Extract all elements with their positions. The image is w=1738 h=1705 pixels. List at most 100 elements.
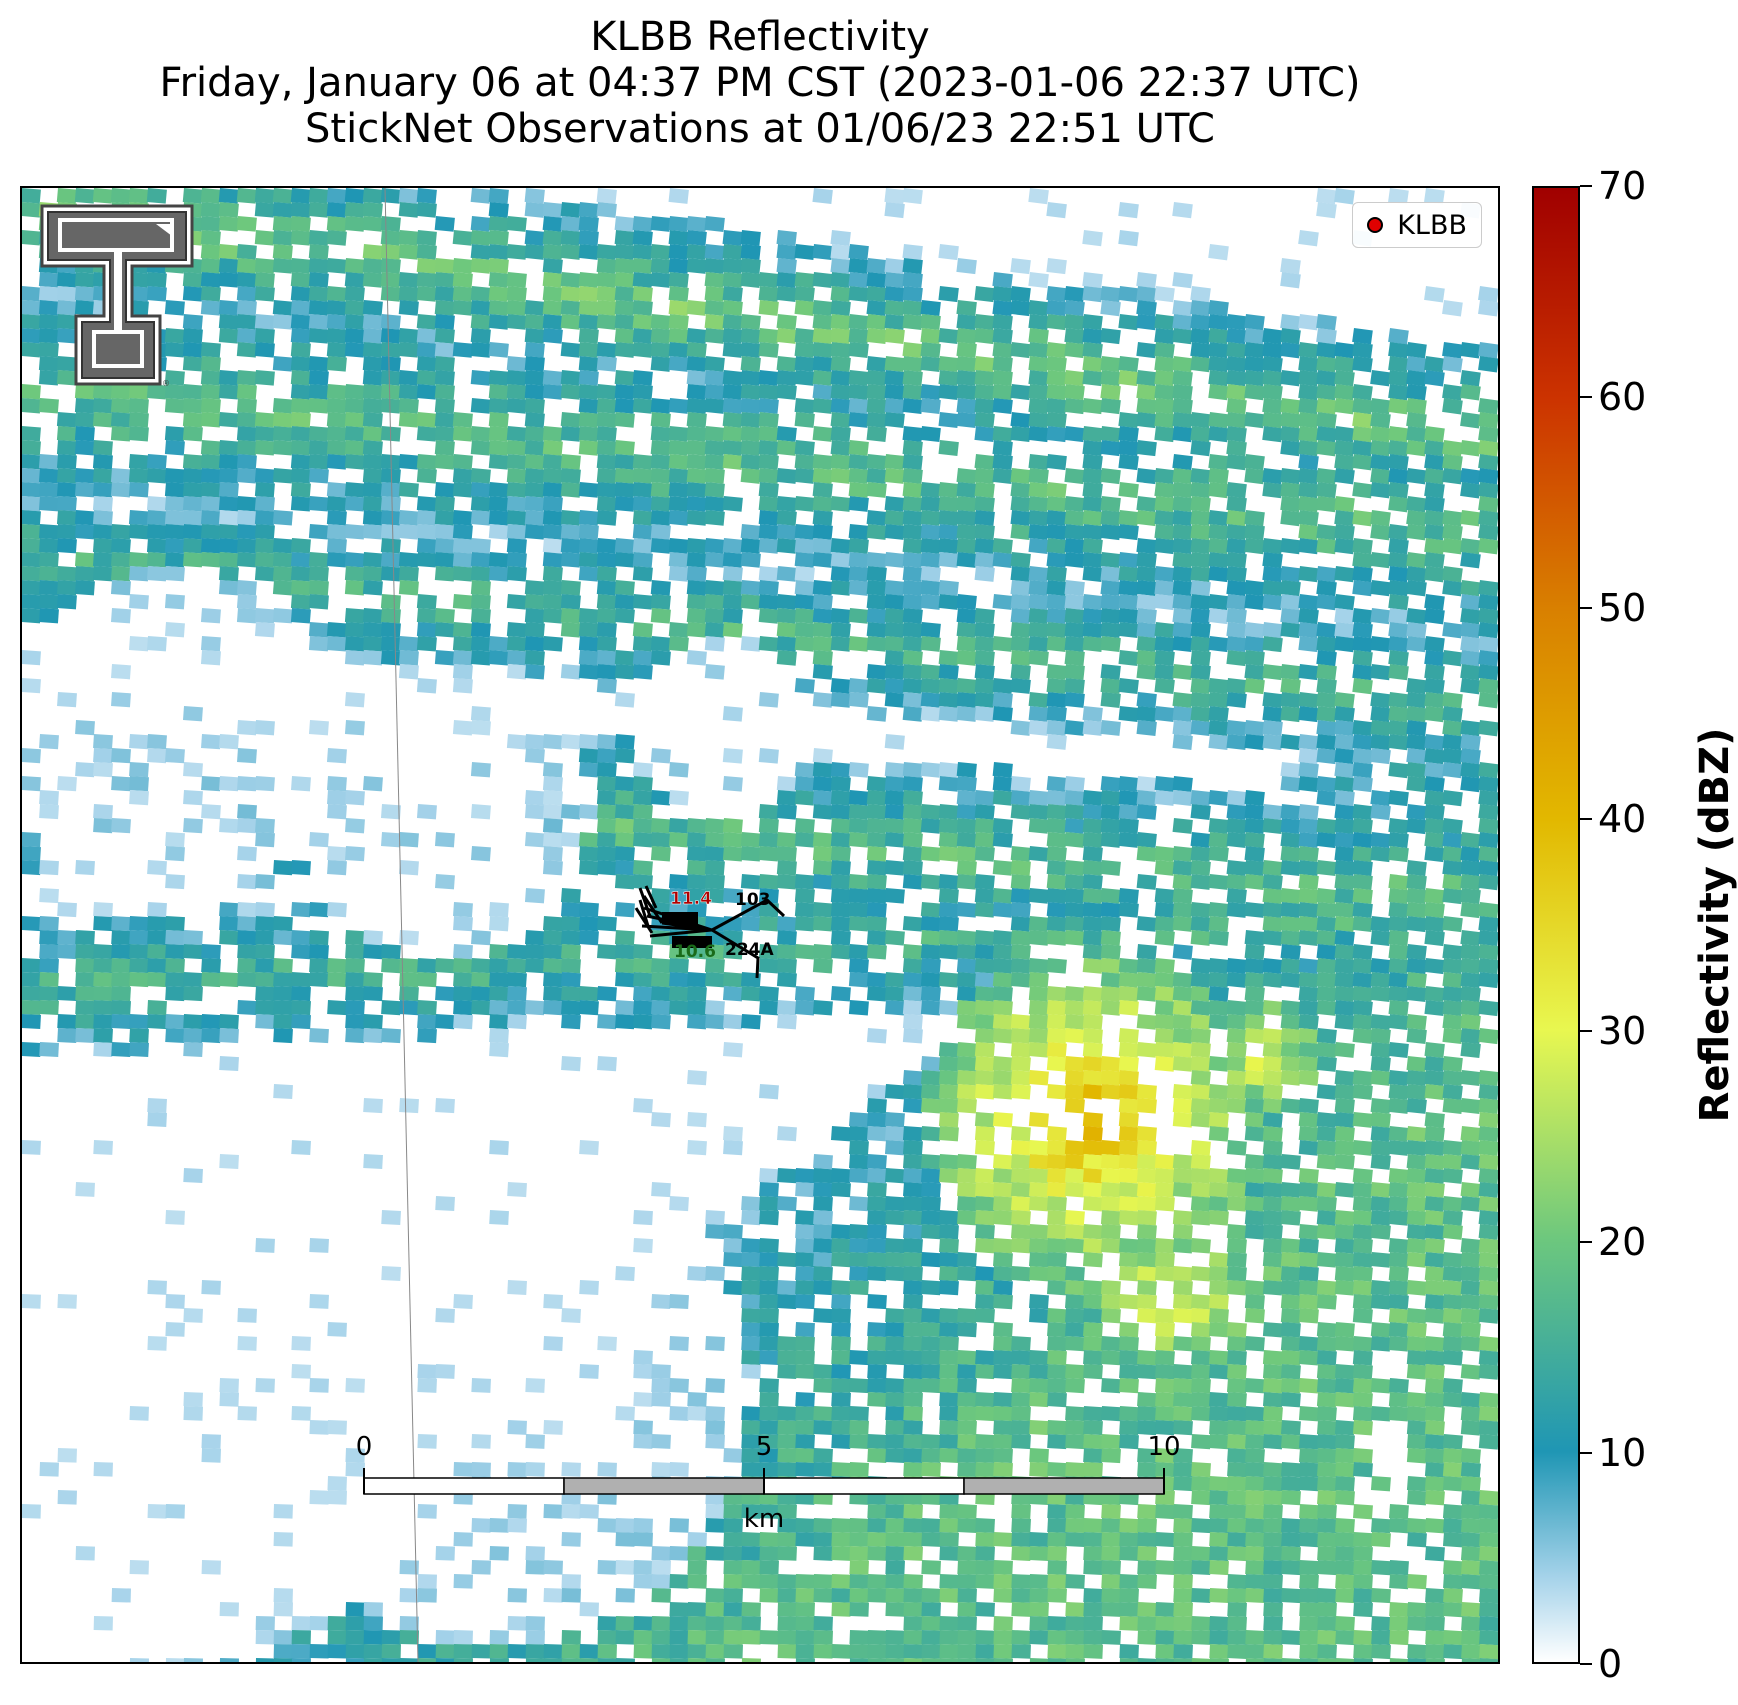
reflectivity-cell [1298, 1280, 1319, 1296]
reflectivity-cell [1442, 440, 1463, 457]
reflectivity-cell [525, 944, 545, 960]
reflectivity-cell [957, 1574, 977, 1589]
reflectivity-cell [1352, 845, 1373, 863]
reflectivity-cell [1226, 328, 1247, 345]
reflectivity-cell [1442, 342, 1463, 359]
reflectivity-cell [345, 1658, 365, 1662]
reflectivity-cell [237, 818, 257, 834]
reflectivity-cell [524, 649, 545, 666]
reflectivity-cell [650, 216, 671, 232]
reflectivity-cell [1406, 1238, 1427, 1254]
reflectivity-cell [920, 804, 941, 820]
reflectivity-cell [1352, 957, 1373, 974]
reflectivity-cell [1100, 370, 1121, 387]
reflectivity-cell [344, 313, 365, 330]
reflectivity-cell [830, 398, 851, 414]
reflectivity-cell [902, 972, 923, 988]
reflectivity-cell [272, 580, 293, 596]
reflectivity-cell [453, 902, 473, 918]
reflectivity-cell [542, 216, 563, 232]
reflectivity-cell [704, 300, 725, 316]
reflectivity-cell [795, 1364, 815, 1380]
reflectivity-cell [92, 482, 113, 498]
reflectivity-cell [597, 1518, 617, 1533]
reflectivity-cell [1047, 1587, 1067, 1603]
reflectivity-cell [1370, 608, 1391, 625]
reflectivity-cell [1046, 986, 1067, 1002]
reflectivity-cell [1155, 1532, 1175, 1548]
reflectivity-cell [1101, 1349, 1121, 1366]
reflectivity-cell [1244, 859, 1265, 876]
reflectivity-cell [920, 972, 941, 988]
reflectivity-cell [560, 271, 581, 288]
reflectivity-cell [1046, 524, 1067, 541]
reflectivity-cell [470, 551, 491, 568]
reflectivity-cell [686, 496, 707, 512]
reflectivity-cell [921, 1252, 941, 1268]
reflectivity-cell [1442, 1224, 1463, 1240]
reflectivity-cell [1442, 733, 1463, 751]
reflectivity-cell [399, 986, 419, 1002]
reflectivity-cell [434, 510, 455, 526]
reflectivity-cell [560, 286, 581, 302]
reflectivity-cell [344, 580, 365, 596]
reflectivity-cell [147, 748, 167, 764]
reflectivity-cell [1208, 594, 1229, 611]
reflectivity-cell [327, 845, 347, 862]
reflectivity-cell [1406, 1098, 1427, 1114]
reflectivity-cell [938, 1111, 959, 1128]
reflectivity-cell [1136, 650, 1157, 667]
reflectivity-cell [1010, 1042, 1031, 1058]
reflectivity-cell [1208, 370, 1229, 387]
reflectivity-cell [362, 566, 383, 582]
reflectivity-cell [813, 1644, 833, 1659]
reflectivity-cell [884, 510, 905, 526]
reflectivity-cell [1262, 622, 1283, 639]
reflectivity-cell [1028, 1265, 1049, 1282]
reflectivity-cell [1352, 678, 1373, 695]
reflectivity-cell [1478, 538, 1498, 555]
reflectivity-cell [489, 1546, 509, 1561]
reflectivity-cell [1172, 776, 1193, 792]
reflectivity-cell [956, 621, 977, 638]
reflectivity-cell [1280, 664, 1301, 681]
reflectivity-cell [93, 1014, 113, 1030]
reflectivity-cell [272, 412, 293, 428]
reflectivity-cell [1316, 1196, 1337, 1212]
reflectivity-cell [1082, 314, 1103, 331]
reflectivity-cell [1226, 580, 1247, 597]
reflectivity-cell [1388, 1042, 1409, 1058]
reflectivity-cell [1442, 1083, 1463, 1100]
reflectivity-cell [1118, 1168, 1139, 1184]
reflectivity-cell [219, 1378, 239, 1393]
reflectivity-cell [398, 188, 419, 204]
reflectivity-cell [975, 1448, 995, 1464]
reflectivity-cell [1118, 888, 1139, 904]
reflectivity-cell [1136, 1168, 1157, 1184]
reflectivity-cell [722, 1042, 743, 1058]
reflectivity-cell [1208, 524, 1229, 541]
reflectivity-cell [938, 1056, 959, 1072]
reflectivity-cell [1065, 1378, 1085, 1394]
reflectivity-cell [1136, 1238, 1157, 1254]
reflectivity-cell [93, 985, 113, 1002]
reflectivity-cell [74, 412, 95, 428]
reflectivity-cell [596, 398, 617, 414]
reflectivity-cell [363, 1658, 383, 1662]
reflectivity-cell [669, 1658, 689, 1662]
reflectivity-cell [1479, 1658, 1498, 1662]
reflectivity-cell [416, 258, 437, 274]
reflectivity-cell [902, 383, 923, 400]
reflectivity-cell [884, 986, 905, 1002]
reflectivity-cell [867, 1588, 887, 1603]
reflectivity-cell [975, 1630, 995, 1645]
reflectivity-cell [1298, 1350, 1319, 1366]
reflectivity-cell [290, 537, 311, 554]
reflectivity-cell [1136, 1042, 1157, 1058]
reflectivity-cell [1478, 1364, 1498, 1380]
reflectivity-cell [920, 356, 941, 373]
reflectivity-cell [1118, 986, 1139, 1002]
reflectivity-cell [1172, 1154, 1193, 1170]
reflectivity-cell [1010, 342, 1031, 359]
reflectivity-cell [1010, 1182, 1031, 1198]
